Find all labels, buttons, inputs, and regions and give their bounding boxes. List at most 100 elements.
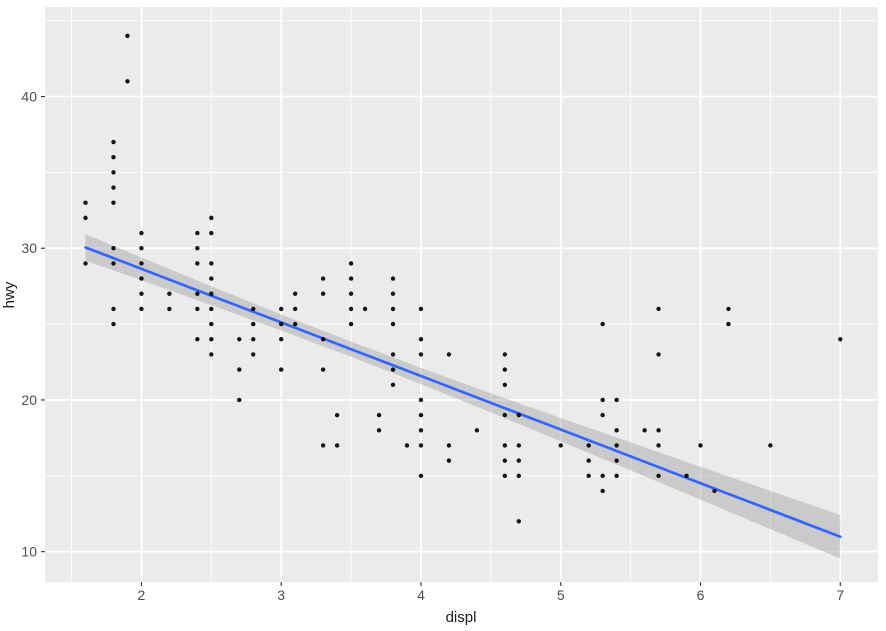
data-point — [209, 276, 214, 281]
data-point — [390, 291, 396, 296]
data-point — [362, 306, 368, 312]
data-point — [614, 428, 619, 433]
data-point — [516, 412, 522, 418]
data-point — [195, 246, 200, 251]
points-layer — [83, 33, 843, 524]
data-point — [516, 519, 522, 524]
data-point — [334, 443, 340, 448]
data-point — [83, 200, 88, 205]
data-point — [600, 397, 605, 403]
data-point — [418, 428, 424, 433]
data-point — [656, 352, 661, 357]
data-point — [600, 321, 605, 327]
data-point — [209, 321, 214, 327]
data-point — [376, 428, 382, 433]
data-point — [237, 397, 242, 403]
data-point — [279, 321, 284, 327]
data-point — [516, 443, 522, 448]
data-point — [418, 352, 424, 357]
y-tick-label: 30 — [21, 240, 37, 256]
data-point — [726, 306, 731, 312]
data-point — [209, 291, 214, 296]
data-point — [642, 428, 647, 433]
data-point — [167, 306, 172, 312]
data-point — [614, 458, 619, 463]
data-point — [418, 443, 424, 448]
data-point — [768, 443, 773, 448]
data-point — [111, 154, 116, 160]
data-point — [418, 306, 424, 312]
data-point — [502, 412, 508, 418]
data-point — [111, 139, 116, 145]
x-axis-title: displ — [446, 609, 477, 626]
y-tick-label: 10 — [21, 544, 37, 560]
data-point — [502, 443, 508, 448]
data-point — [237, 367, 242, 372]
data-point — [390, 321, 396, 327]
data-point — [348, 291, 354, 296]
smooth-layer — [84, 234, 842, 559]
data-point — [726, 321, 731, 327]
data-point — [656, 473, 661, 478]
data-point — [656, 443, 661, 448]
data-point — [404, 443, 410, 448]
data-point — [209, 306, 214, 312]
data-point — [390, 352, 396, 357]
data-point — [712, 488, 717, 494]
data-point — [139, 246, 144, 251]
data-point — [334, 412, 340, 418]
data-point — [292, 306, 298, 312]
data-point — [656, 306, 661, 312]
data-point — [586, 458, 591, 463]
data-point — [614, 443, 619, 448]
data-point — [614, 397, 619, 403]
data-point — [502, 458, 508, 463]
data-point — [516, 458, 522, 463]
data-point — [195, 291, 200, 296]
data-point — [348, 306, 354, 312]
confidence-ribbon — [85, 234, 841, 559]
data-point — [111, 200, 116, 205]
data-point — [348, 321, 354, 327]
data-point — [418, 473, 424, 478]
data-point — [600, 488, 605, 494]
data-point — [586, 443, 591, 448]
data-point — [209, 230, 214, 236]
data-point — [125, 79, 130, 84]
data-point — [195, 306, 200, 312]
data-point — [209, 337, 214, 342]
data-point — [446, 352, 452, 357]
x-tick-label: 4 — [417, 587, 425, 603]
data-point — [251, 306, 256, 312]
data-point — [390, 306, 396, 312]
data-point — [558, 443, 563, 448]
data-point — [279, 337, 284, 342]
data-point — [698, 443, 703, 448]
data-point — [111, 185, 116, 190]
data-point — [111, 246, 116, 251]
data-point — [139, 291, 144, 296]
data-point — [292, 291, 298, 296]
data-point — [446, 458, 452, 463]
data-point — [600, 473, 605, 478]
data-point — [418, 412, 424, 418]
data-point — [279, 367, 284, 372]
data-point — [502, 473, 508, 478]
data-point — [83, 215, 88, 221]
x-tick-label: 5 — [557, 587, 565, 603]
data-point — [167, 291, 172, 296]
data-point — [320, 291, 326, 296]
data-point — [139, 276, 144, 281]
data-point — [474, 428, 480, 433]
data-point — [251, 337, 256, 342]
data-point — [390, 367, 396, 372]
panel-background — [45, 7, 878, 582]
data-point — [237, 337, 242, 342]
data-point — [139, 261, 144, 266]
y-axis-title: hwy — [1, 281, 18, 308]
data-point — [195, 337, 200, 342]
data-point — [614, 473, 619, 478]
data-point — [502, 352, 508, 357]
